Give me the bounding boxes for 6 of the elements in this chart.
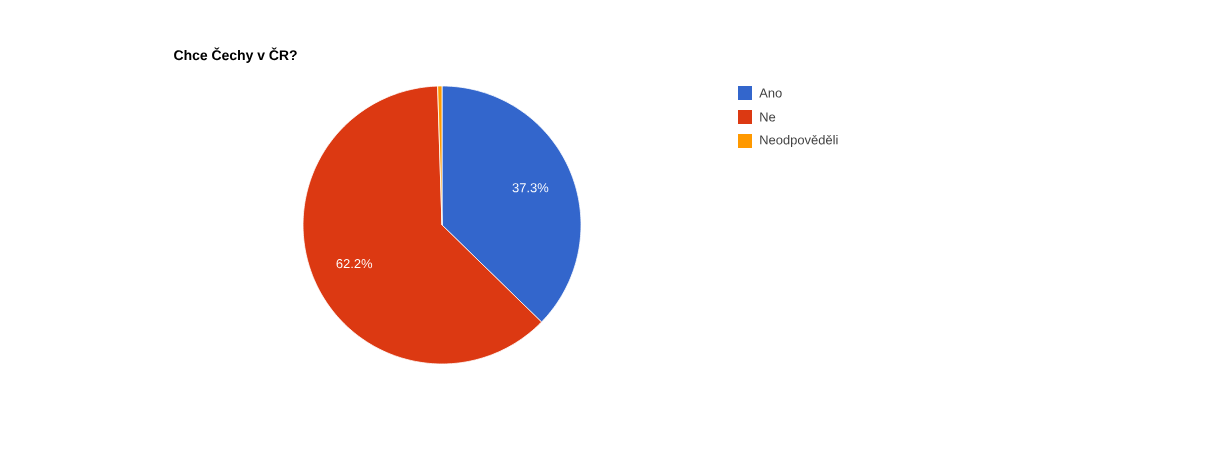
chart-title: Chce Čechy v ČR? xyxy=(174,47,297,63)
data-label: 62.2% xyxy=(336,259,373,269)
data-label: 37.3% xyxy=(512,183,549,193)
legend-label: Ne xyxy=(760,112,776,122)
legend-label: Neodpověděli xyxy=(760,134,838,148)
legend-label: Ano xyxy=(759,88,782,98)
